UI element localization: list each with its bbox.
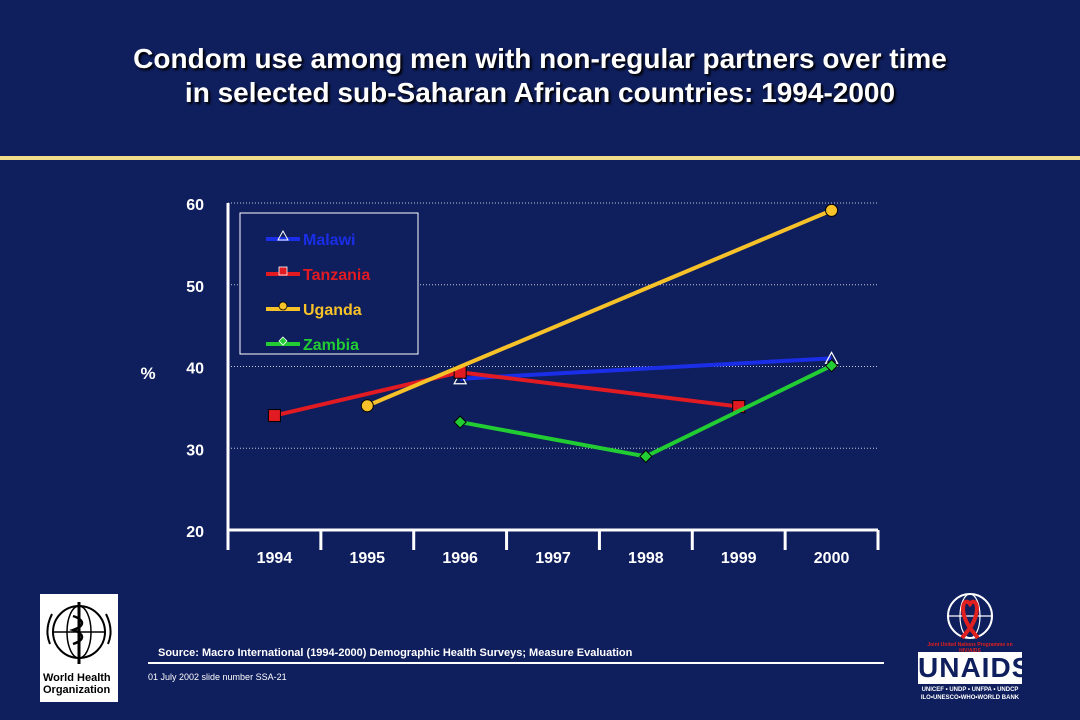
x-tick-label: 2000 — [814, 550, 850, 567]
x-tick-label: 1994 — [257, 550, 293, 567]
series-line-tanzania — [273, 370, 739, 418]
slide-footer: 01 July 2002 slide number SSA-21 — [148, 672, 287, 682]
data-point-zambia — [824, 358, 839, 373]
data-point-zambia — [639, 449, 653, 464]
legend-marker-tanzania — [278, 266, 288, 276]
y-tick-label: 40 — [186, 361, 204, 378]
legend-box — [239, 212, 419, 355]
x-tick-label: 1995 — [349, 550, 385, 567]
data-point-tanzania — [267, 409, 281, 423]
unaids-sponsors: UNICEF • UNDP • UNFPA • UNDCP ILO•UNESCO… — [920, 687, 1020, 701]
y-tick-label: 30 — [186, 442, 204, 459]
y-tick-label: 50 — [186, 279, 204, 296]
data-point-uganda — [360, 399, 374, 413]
series-line-uganda — [366, 208, 833, 408]
legend-marker-uganda — [278, 301, 288, 311]
source-divider — [148, 662, 884, 664]
title-line-2: in selected sub-Saharan African countrie… — [184, 77, 896, 108]
legend-marker-malawi — [277, 229, 289, 241]
x-tick-label: 1997 — [535, 550, 571, 567]
un-emblem-icon — [947, 593, 993, 640]
data-point-zambia — [453, 415, 467, 429]
title-divider — [0, 156, 1080, 160]
x-tick-label: 1996 — [442, 550, 478, 567]
y-axis-label: % — [140, 364, 155, 383]
x-tick-label: 1998 — [628, 550, 664, 567]
who-emblem-icon — [46, 602, 112, 664]
legend-label-tanzania: Tanzania — [303, 267, 370, 284]
who-logo: World Health Organization — [40, 594, 118, 702]
unaids-logo: Joint United Nations Programme on HIV/AI… — [918, 590, 1032, 712]
y-tick-label: 20 — [186, 524, 204, 541]
legend-label-uganda: Uganda — [303, 302, 362, 319]
title-line-1: Condom use among men with non-regular pa… — [133, 43, 947, 74]
series-line-malawi — [460, 356, 832, 381]
slide-title: Condom use among men with non-regular pa… — [0, 42, 1080, 110]
legend-marker-zambia — [278, 336, 288, 346]
y-tick-label: 60 — [186, 197, 204, 214]
source-note: Source: Macro International (1994-2000) … — [158, 647, 633, 659]
unaids-logo-text: UNAIDS — [918, 652, 1032, 684]
data-point-uganda — [825, 203, 839, 217]
who-logo-text: World Health Organization — [43, 672, 111, 696]
legend-label-malawi: Malawi — [303, 232, 355, 249]
legend-label-zambia: Zambia — [303, 337, 359, 354]
x-tick-label: 1999 — [721, 550, 757, 567]
unaids-tagline: Joint United Nations Programme on HIV/AI… — [927, 642, 1013, 654]
